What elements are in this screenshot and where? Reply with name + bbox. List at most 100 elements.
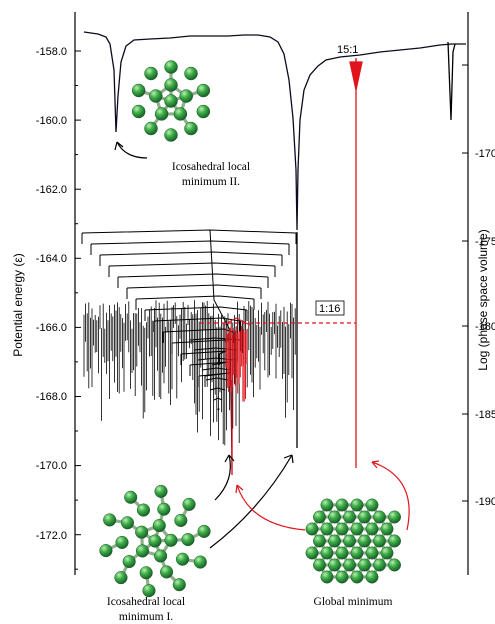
cluster-icon-local-min-2 (131, 60, 211, 142)
cluster-atom (144, 66, 158, 81)
cluster-atom (175, 552, 190, 566)
cluster-atom (122, 554, 136, 569)
cluster-atom (184, 66, 198, 81)
ratio-box (315, 300, 345, 316)
cluster-atom (154, 484, 168, 498)
right-tick-label: -180 (475, 321, 495, 333)
cluster-atom (179, 89, 193, 103)
cluster-atom (358, 534, 371, 548)
left-tick-label: -168.0 (36, 391, 67, 403)
cluster-atom (373, 534, 386, 548)
cluster-atom (358, 558, 371, 572)
right-tick-label: -175 (475, 236, 495, 248)
cluster-atom (350, 522, 364, 536)
tree-level-bar (108, 262, 276, 267)
left-tick-label: -172.0 (36, 530, 67, 542)
cluster-atom (388, 558, 401, 572)
tree-level-bar (144, 306, 248, 311)
cluster-atom (350, 546, 364, 560)
left-axis (74, 12, 81, 575)
local-min-2-spike (447, 41, 456, 121)
cluster-atom (313, 534, 326, 548)
cluster-atom (124, 490, 138, 504)
cluster-atom (320, 570, 334, 584)
cluster-atom (343, 510, 356, 524)
left-tick-label: -160.0 (36, 115, 67, 127)
cluster-atom (159, 565, 174, 579)
caption-local-min-1: Icosahedral local (107, 596, 185, 608)
cluster-atom (365, 522, 379, 536)
cluster-atom (365, 546, 379, 560)
cluster-atom (335, 570, 349, 584)
cluster-atom (164, 94, 178, 108)
right-tick-label: -185 (475, 409, 495, 421)
right-axis (462, 12, 469, 575)
cluster-atom (358, 510, 371, 524)
cluster-atom (131, 83, 146, 98)
cluster-atom (328, 558, 341, 572)
cluster-atom (373, 558, 386, 572)
cluster-atom (152, 519, 166, 533)
cluster-atom (328, 534, 341, 548)
cluster-atom (164, 533, 178, 547)
cluster-icon-global-min (305, 498, 401, 584)
cluster-atom (157, 502, 171, 516)
cluster-atom (305, 546, 319, 560)
cluster-atom (388, 510, 401, 524)
cluster-atom (182, 497, 196, 511)
cluster-atom (131, 104, 146, 119)
left-tick-label: -166.0 (36, 322, 67, 334)
cluster-atom (173, 107, 188, 121)
tree-level-bar (90, 240, 290, 245)
tree-level-bar (126, 284, 262, 289)
left-tick-label: -158.0 (36, 46, 67, 58)
cluster-atom (148, 534, 162, 548)
tree-level-bar (81, 229, 297, 234)
cluster-icon-local-min-1 (99, 484, 211, 598)
ratio-15-1: 15:1 (337, 44, 358, 56)
cluster-atom (313, 510, 326, 524)
cluster-atom (149, 89, 163, 103)
caption-local-min-2: Icosahedral local (172, 161, 250, 173)
cluster-atom (343, 558, 356, 572)
right-tick-label: -170 (475, 148, 495, 160)
cluster-atom (154, 107, 169, 121)
cluster-atom (120, 516, 135, 530)
red-subtree (223, 317, 251, 475)
tree-level-bar (135, 295, 255, 300)
cluster-atom (335, 546, 349, 560)
cluster-atom (103, 513, 117, 527)
cluster-atom (99, 544, 113, 558)
cluster-atom (328, 510, 341, 524)
arrows (114, 141, 410, 549)
cluster-atom (136, 503, 151, 517)
left-axis-title: Potential energy (ε) (11, 253, 25, 356)
cluster-atom (135, 525, 149, 539)
cluster-atom (142, 584, 156, 598)
left-tick-label: -164.0 (36, 253, 67, 265)
cluster-atom (335, 498, 349, 512)
tree-level-bar (209, 387, 226, 391)
cluster-atom (350, 570, 364, 584)
right-axis-title: Log (phase space volume) (476, 229, 490, 370)
cluster-atom (172, 578, 186, 592)
ratio-1-16: 1:16 (319, 303, 340, 315)
cluster-atom (115, 535, 129, 549)
cluster-atom (320, 546, 334, 560)
cluster-atom (174, 513, 188, 528)
cluster-atom (373, 510, 386, 524)
cluster-atom (365, 498, 379, 512)
cluster-atom (313, 558, 326, 572)
cluster-atom (139, 566, 153, 580)
caption-global-min: Global minimum (314, 596, 393, 608)
cluster-atom (380, 522, 394, 536)
cluster-atom (335, 522, 349, 536)
cluster-atom (184, 121, 198, 136)
caption-local-min-1-line2: minimum I. (119, 611, 173, 623)
phase-space-curve (83, 31, 466, 231)
cluster-atom (164, 78, 178, 92)
cluster-atom (350, 498, 364, 512)
cluster-atom (197, 524, 211, 538)
cluster-atom (320, 498, 334, 512)
tree-level-bar (99, 251, 283, 256)
